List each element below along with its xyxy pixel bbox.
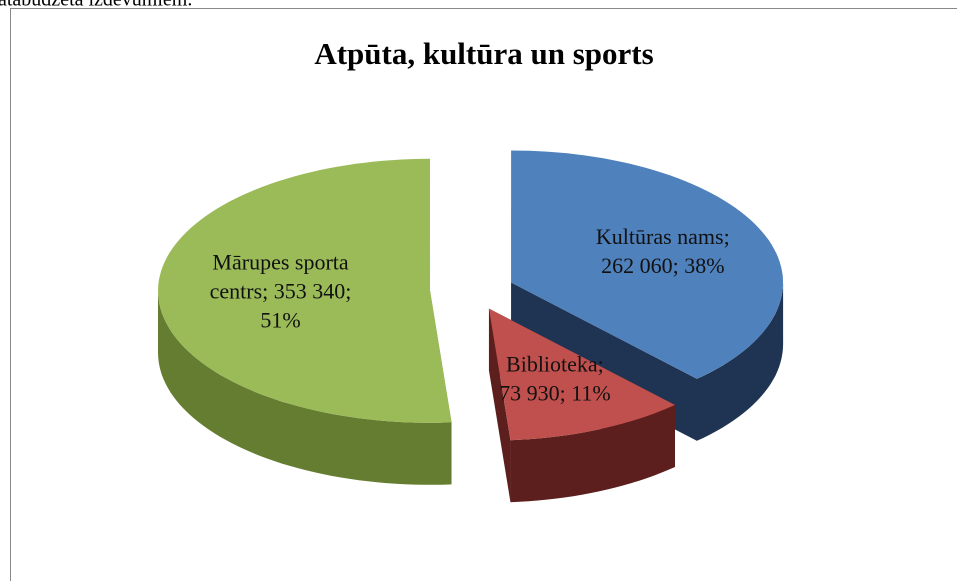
data-label: centrs; 353 340;: [210, 279, 352, 304]
data-label: 262 060; 38%: [601, 253, 724, 278]
data-label: Kultūras nams;: [596, 224, 730, 249]
data-label: 51%: [260, 308, 300, 333]
data-label: 73 930; 11%: [499, 381, 611, 406]
page-text: atabudžeta izdevumiem.: [0, 0, 192, 11]
chart-title: Atpūta, kultūra un sports: [314, 36, 653, 71]
chart-frame: [11, 9, 957, 582]
data-label: Mārupes sporta: [212, 250, 348, 275]
data-label: Biblioteka;: [506, 352, 604, 377]
